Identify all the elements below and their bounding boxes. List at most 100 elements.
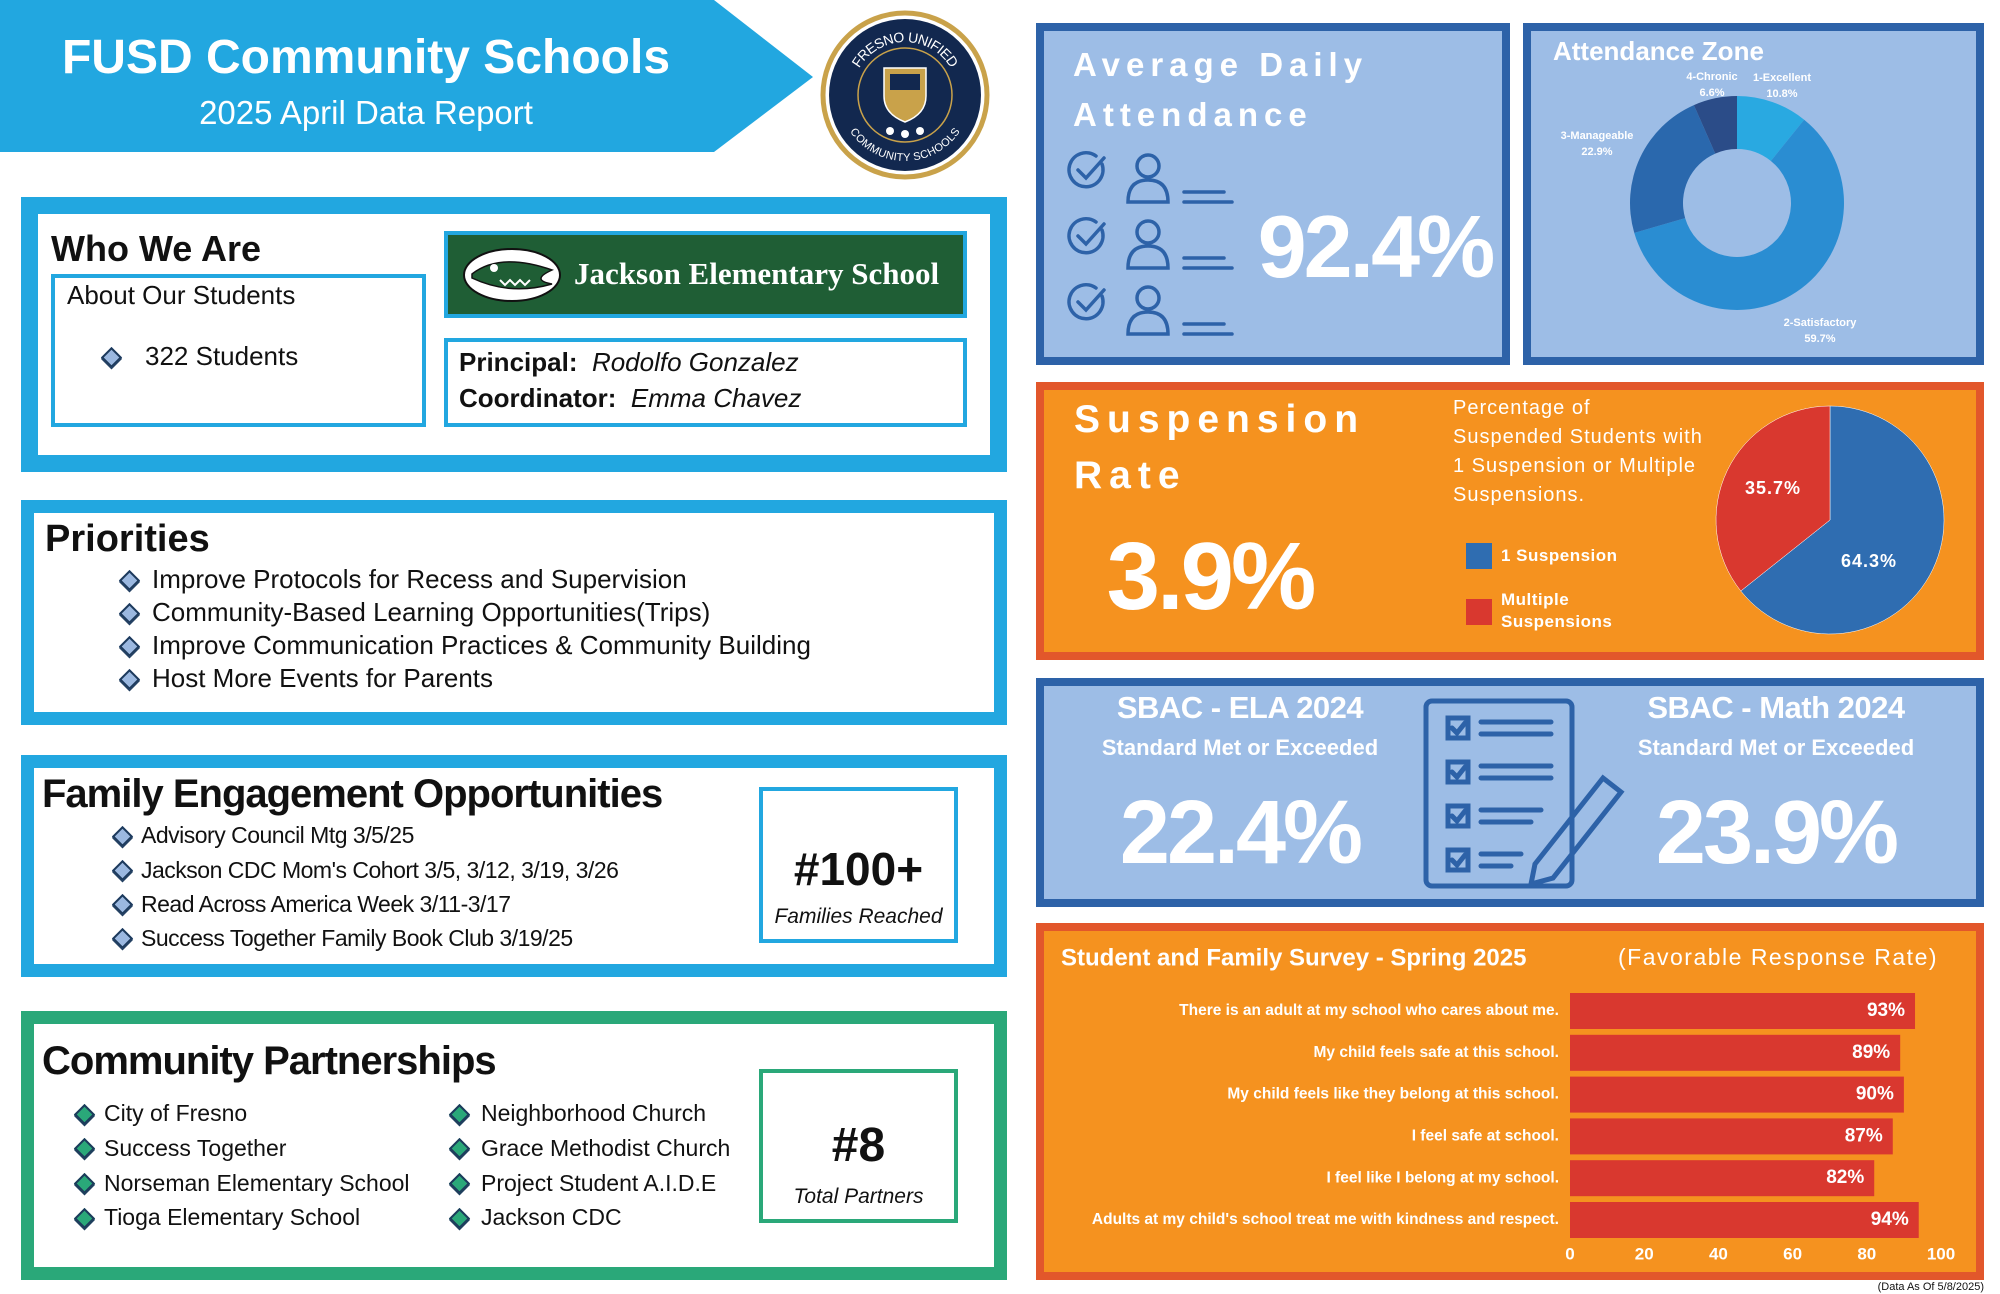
header-banner xyxy=(0,0,813,152)
principal-name: Rodolfo Gonzalez xyxy=(591,347,799,377)
sbac-panel xyxy=(1036,678,1984,907)
who-we-are-panel xyxy=(21,197,1007,472)
bar-value-label: 87% xyxy=(1845,1125,1883,1146)
x-tick-label: 80 xyxy=(1857,1244,1876,1263)
attendance-title: Average Daily Attendance xyxy=(1073,46,1369,133)
slice-value-label: 10.8% xyxy=(1766,88,1797,100)
family-stat: #100+ xyxy=(793,843,924,895)
survey-chart: Student and Family Survey - Spring 2025 … xyxy=(1061,944,1955,1263)
family-item: Success Together Family Book Club 3/19/2… xyxy=(141,925,573,952)
footnote: (Data As Of 5/8/2025) xyxy=(1877,1281,1984,1293)
slice-value-label: 6.6% xyxy=(1699,87,1724,99)
about-title: About Our Students xyxy=(67,280,296,310)
slice xyxy=(1715,405,1831,592)
coordinator-line: Coordinator: Emma Chavez xyxy=(459,383,801,414)
bar-category-label: My child feels safe at this school. xyxy=(1314,1044,1560,1061)
bar-value-label: 89% xyxy=(1852,1042,1890,1063)
zone-title: Attendance Zone xyxy=(1553,36,1764,66)
bar-category-label: Adults at my child's school treat me wit… xyxy=(1092,1211,1559,1228)
bar-category-label: There is an adult at my school who cares… xyxy=(1179,1002,1559,1019)
bar xyxy=(1570,1202,1919,1238)
priorities-panel xyxy=(21,500,1007,725)
bar-value-label: 82% xyxy=(1826,1167,1864,1188)
attendance-icons xyxy=(1067,151,1234,336)
banner-shape xyxy=(0,0,813,152)
sbac-title: SBAC - Math 2024 xyxy=(1647,690,1905,725)
slice-label: 3-Manageable xyxy=(1561,130,1634,142)
page-title: FUSD Community Schools xyxy=(61,31,671,84)
bar-value-label: 93% xyxy=(1867,1000,1905,1021)
legend-swatch xyxy=(1466,599,1492,625)
priority-item: Improve Protocols for Recess and Supervi… xyxy=(152,564,687,595)
partner-item: Jackson CDC xyxy=(481,1204,622,1231)
partner-item: Grace Methodist Church xyxy=(481,1134,731,1161)
family-item: Jackson CDC Mom's Cohort 3/5, 3/12, 3/19… xyxy=(141,856,619,883)
principal-line: Principal: Rodolfo Gonzalez xyxy=(459,347,799,378)
partner-item: Success Together xyxy=(104,1134,287,1161)
slice xyxy=(1693,96,1737,154)
slice-label: 4-Chronic xyxy=(1686,71,1737,83)
attendance-value: 92.4% xyxy=(1257,197,1496,296)
partners-stat-label: Total Partners xyxy=(793,1185,924,1208)
partners-stat: #8 xyxy=(831,1119,886,1172)
x-tick-label: 0 xyxy=(1565,1244,1574,1263)
x-tick-label: 100 xyxy=(1927,1244,1955,1263)
suspension-chart: 64.3% 35.7% xyxy=(1715,405,1945,635)
family-title: Family Engagement Opportunities xyxy=(42,772,663,816)
partners-stat-box xyxy=(759,1069,958,1223)
partnerships-panel xyxy=(21,1011,1007,1280)
family-panel xyxy=(21,755,1007,977)
bar-category-label: I feel like I belong at my school. xyxy=(1326,1169,1559,1186)
x-tick-label: 20 xyxy=(1635,1244,1654,1263)
legend-label: Multiple Suspensions xyxy=(1501,590,1613,631)
slice-value-label: 64.3% xyxy=(1841,551,1897,571)
slice xyxy=(1740,405,1945,635)
coordinator-name: Emma Chavez xyxy=(630,383,802,413)
students-count: 322 Students xyxy=(145,341,299,371)
partner-item: Norseman Elementary School xyxy=(104,1169,410,1196)
sbac-value: 22.4% xyxy=(1119,783,1363,883)
partnerships-title: Community Partnerships xyxy=(42,1039,497,1083)
bar xyxy=(1570,1076,1904,1113)
x-tick-label: 40 xyxy=(1709,1244,1728,1263)
page-subtitle: 2025 April Data Report xyxy=(199,94,533,131)
mascot-icon xyxy=(463,248,561,302)
bar xyxy=(1570,1118,1893,1155)
attendance-panel xyxy=(1036,23,1510,365)
logo-shield-top xyxy=(890,74,920,90)
logo: FRESNO UNIFIED COMMUNITY SCHOOLS xyxy=(820,10,990,180)
family-item: Advisory Council Mtg 3/5/25 xyxy=(141,822,414,849)
partner-item: Neighborhood Church xyxy=(481,1100,707,1127)
bar-category-label: I feel safe at school. xyxy=(1412,1127,1559,1144)
slice-label: 1-Excellent xyxy=(1753,72,1811,84)
slice-label: 2-Satisfactory xyxy=(1784,317,1858,329)
suspension-title: Suspension Rate xyxy=(1074,398,1366,497)
bar xyxy=(1570,1160,1875,1197)
logo-inner-ring xyxy=(857,47,953,143)
slice xyxy=(1634,119,1844,311)
sbac-subtitle: Standard Met or Exceeded xyxy=(1637,735,1915,760)
slice xyxy=(1737,96,1805,161)
checklist-icon xyxy=(1423,698,1625,889)
slice-value-label: 22.9% xyxy=(1581,146,1612,158)
legend-label: 1 Suspension xyxy=(1501,546,1618,565)
legend-swatch xyxy=(1466,543,1492,569)
survey-subtitle: (Favorable Response Rate) xyxy=(1618,944,1938,970)
about-box xyxy=(51,274,426,427)
zone-chart: 1-Excellent 10.8% 2-Satisfactory 59.7% 3-Man… xyxy=(1561,71,1858,345)
family-stat-box xyxy=(759,787,958,943)
partner-item: Tioga Elementary School xyxy=(104,1204,361,1231)
priorities-title: Priorities xyxy=(45,518,210,560)
slice xyxy=(1630,105,1716,233)
staff-box xyxy=(444,338,967,427)
partner-item: Project Student A.I.D.E xyxy=(481,1169,717,1196)
sbac-value: 23.9% xyxy=(1655,783,1899,883)
survey-title: Student and Family Survey - Spring 2025 xyxy=(1061,944,1526,971)
principal-label: Principal: xyxy=(459,347,578,377)
priority-item: Host More Events for Parents xyxy=(152,663,494,694)
bar-category-label: My child feels like they belong at this … xyxy=(1227,1086,1559,1103)
family-item: Read Across America Week 3/11-3/17 xyxy=(141,890,511,917)
logo-stars xyxy=(886,127,924,138)
